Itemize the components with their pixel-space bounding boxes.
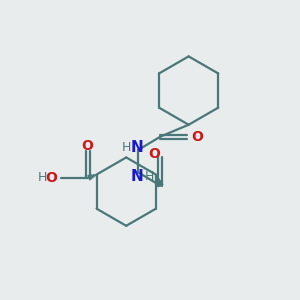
Text: H: H (38, 171, 47, 184)
Text: O: O (148, 148, 160, 161)
Text: H: H (122, 141, 131, 154)
Text: O: O (82, 139, 94, 152)
Text: O: O (191, 130, 203, 144)
Polygon shape (156, 175, 163, 187)
Text: N: N (131, 169, 144, 184)
Text: O: O (45, 171, 57, 184)
Text: H: H (145, 170, 154, 183)
Text: N: N (131, 140, 144, 155)
